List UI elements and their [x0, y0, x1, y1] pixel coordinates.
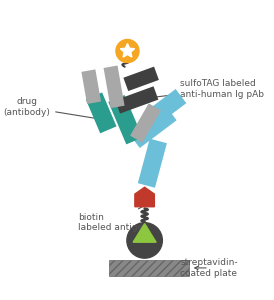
Polygon shape: [86, 92, 116, 133]
Polygon shape: [108, 95, 143, 144]
Polygon shape: [104, 65, 125, 108]
Polygon shape: [81, 69, 101, 104]
Text: sulfoTAG labeled
anti-human Ig pAb: sulfoTAG labeled anti-human Ig pAb: [113, 80, 264, 103]
FancyBboxPatch shape: [109, 260, 189, 276]
Polygon shape: [138, 139, 167, 188]
Text: streptavidin-
coated plate: streptavidin- coated plate: [180, 258, 238, 278]
Polygon shape: [146, 89, 186, 125]
Circle shape: [127, 223, 162, 258]
Polygon shape: [115, 86, 158, 114]
Polygon shape: [123, 67, 159, 91]
Polygon shape: [135, 187, 154, 207]
Polygon shape: [133, 224, 156, 242]
Text: biotin
labeled antigen: biotin labeled antigen: [78, 201, 153, 232]
Text: drug
(antibody): drug (antibody): [3, 98, 105, 121]
Polygon shape: [120, 44, 135, 57]
Polygon shape: [130, 103, 161, 143]
Polygon shape: [129, 106, 177, 148]
Circle shape: [116, 40, 139, 63]
